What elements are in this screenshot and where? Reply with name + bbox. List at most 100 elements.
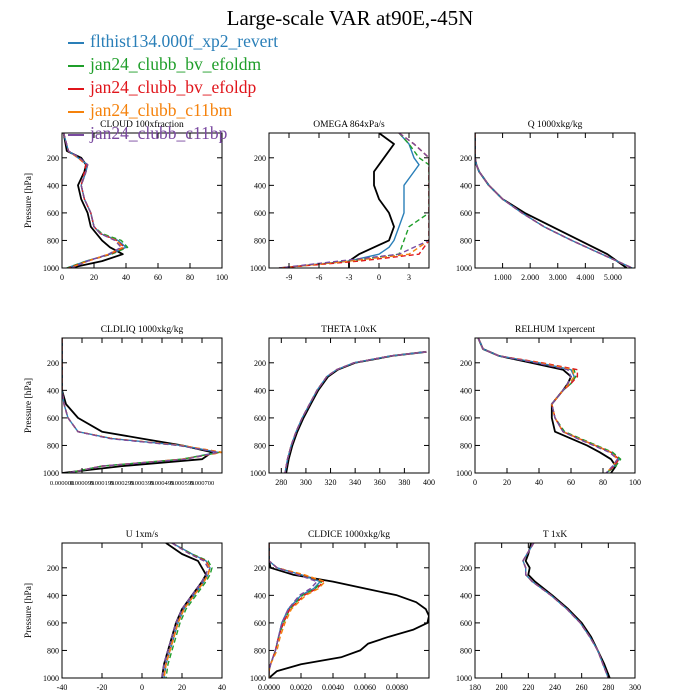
series-line (165, 543, 213, 678)
legend-item: jan24_clubb_bv_efoldp (68, 76, 278, 99)
x-tick-label: -3 (346, 273, 353, 282)
y-tick-label: 800 (254, 646, 266, 655)
subplot: 0 20 40 60 80 100 200 400 600 800 1000 CLOUD 100xfr… (24, 119, 228, 282)
series-line (278, 133, 429, 268)
series-line (62, 338, 213, 473)
series-line (522, 543, 609, 678)
series-group (62, 133, 129, 268)
x-tick-label: 0.0000 (258, 683, 280, 692)
x-tick-label: 20 (90, 273, 98, 282)
y-tick-label: 200 (460, 564, 472, 573)
x-tick-label: -40 (57, 683, 68, 692)
x-tick-label: 280 (602, 683, 614, 692)
x-tick-label: 0.0060 (354, 683, 376, 692)
y-tick-label: 600 (47, 414, 59, 423)
legend: flthist134.000f_xp2_revert jan24_clubb_b… (68, 30, 278, 145)
x-tick-label: 3.000 (549, 273, 567, 282)
plot-frame (268, 337, 430, 474)
plot-frame (268, 542, 430, 679)
y-tick-label: 1000 (250, 674, 266, 683)
x-tick-label: 5.000 (604, 273, 622, 282)
y-tick-label: 800 (460, 646, 472, 655)
series-line (477, 338, 620, 473)
y-tick-label: 800 (254, 441, 266, 450)
y-tick-label: 800 (460, 441, 472, 450)
x-tick-label: 360 (374, 478, 386, 487)
x-tick-label: 220 (522, 683, 534, 692)
subplot: 1.000 2.000 3.000 4.000 5.000 200 400 600 800 100… (456, 120, 636, 282)
x-tick-label: 0.0080 (386, 683, 408, 692)
y-tick-label: 600 (254, 209, 266, 218)
subplot-title: T 1xK (543, 530, 568, 540)
y-tick-label: 200 (460, 154, 472, 163)
x-tick-label: 0.0040 (322, 683, 344, 692)
x-tick-label: 340 (349, 478, 361, 487)
legend-swatch (68, 64, 84, 67)
x-tick-label: 0.000599 (170, 480, 194, 487)
x-tick-label: 80 (186, 273, 194, 282)
series-line (161, 543, 209, 678)
x-tick-label: 0.000700 (190, 480, 214, 487)
y-tick-label: 1000 (250, 264, 266, 273)
subplot: 180 200 220 240 260 280 300 200 400 600 800 1000 T 1… (456, 530, 641, 692)
x-tick-label: 240 (549, 683, 561, 692)
subplot: 0.0000000.0000990.0001990.0002990.000399… (24, 325, 223, 487)
series-line (285, 350, 427, 473)
y-tick-label: 800 (47, 646, 59, 655)
x-tick-label: 180 (469, 683, 481, 692)
x-tick-label: 20 (178, 683, 186, 692)
series-group (522, 543, 611, 678)
y-axis-label: Pressure [hPa] (24, 173, 34, 228)
series-line (269, 543, 326, 678)
series-line (278, 133, 429, 268)
series-line (278, 133, 420, 268)
plot-frame (268, 132, 430, 269)
plot-frame (474, 542, 636, 679)
y-tick-label: 600 (254, 414, 266, 423)
subplot: 280 300 320 340 360 380 400 200 400 600 800 1000 THE… (250, 325, 435, 487)
subplot-title: RELHUM 1xpercent (515, 325, 595, 335)
series-line (163, 543, 211, 678)
x-tick-label: 80 (599, 478, 607, 487)
series-line (477, 338, 619, 473)
x-tick-label: 300 (300, 478, 312, 487)
series-line (62, 338, 221, 473)
y-tick-label: 400 (254, 181, 266, 190)
legend-swatch (68, 41, 84, 44)
y-tick-label: 600 (254, 619, 266, 628)
x-tick-label: -9 (286, 273, 293, 282)
y-tick-label: 1000 (456, 674, 472, 683)
x-tick-label: -6 (316, 273, 323, 282)
x-tick-label: 40 (122, 273, 130, 282)
legend-swatch (68, 133, 84, 136)
subplot-title: CLDICE 1000xkg/kg (308, 530, 390, 540)
x-tick-label: 260 (576, 683, 588, 692)
y-tick-label: 1000 (250, 469, 266, 478)
y-tick-label: 400 (47, 591, 59, 600)
x-tick-label: 320 (325, 478, 337, 487)
legend-swatch (68, 110, 84, 113)
series-line (522, 543, 609, 678)
subplot-title: THETA 1.0xK (321, 325, 377, 335)
subplot-title: CLDLIQ 1000xkg/kg (101, 325, 184, 335)
x-tick-label: 0 (140, 683, 144, 692)
y-tick-label: 400 (460, 591, 472, 600)
x-tick-label: 0 (473, 478, 477, 487)
x-tick-label: 0.0020 (290, 683, 312, 692)
x-tick-label: 40 (218, 683, 226, 692)
series-line (278, 133, 429, 268)
x-tick-label: 280 (275, 478, 287, 487)
y-tick-label: 400 (254, 386, 266, 395)
series-line (475, 133, 633, 268)
subplot-title: U 1xm/s (126, 530, 159, 540)
y-tick-label: 1000 (43, 674, 59, 683)
series-group (62, 338, 222, 473)
series-line (522, 543, 609, 678)
y-tick-label: 1000 (43, 469, 59, 478)
x-tick-label: 300 (629, 683, 641, 692)
x-tick-label: 3 (407, 273, 411, 282)
series-line (348, 133, 395, 268)
series-line (62, 338, 222, 473)
series-group (161, 543, 213, 678)
series-line (163, 543, 211, 678)
